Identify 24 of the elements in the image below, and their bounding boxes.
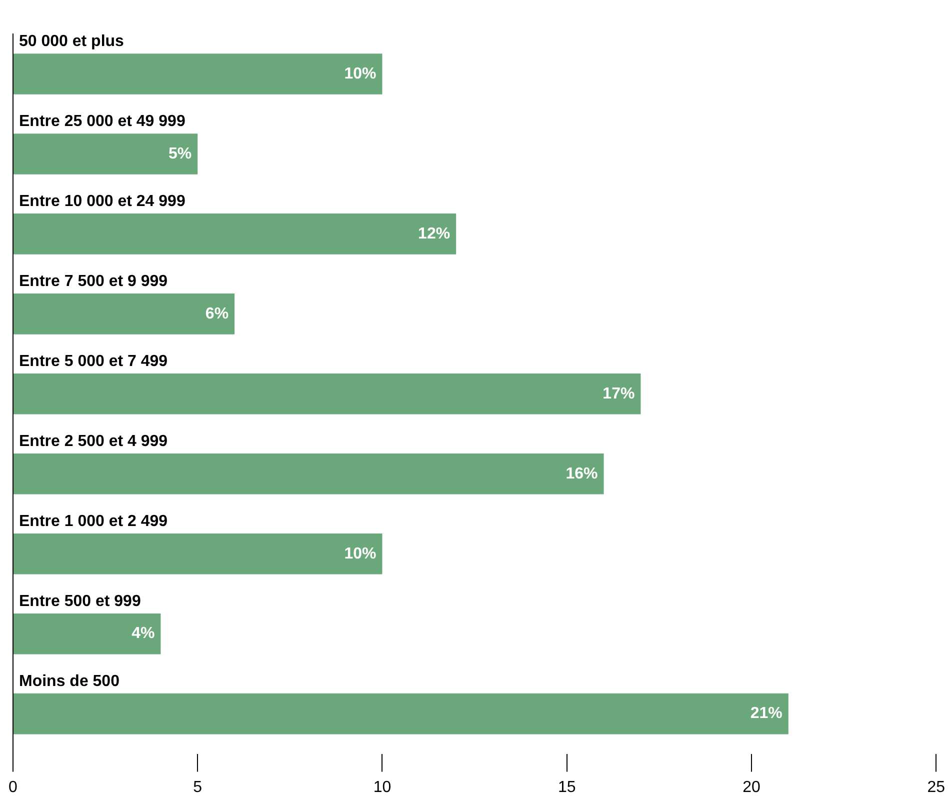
data-label: 10% — [344, 65, 376, 82]
x-tick-label: 15 — [558, 778, 576, 796]
y-tick-label: 50 000 et plus — [19, 33, 124, 50]
x-tick-label: 20 — [742, 778, 760, 796]
y-tick-label: Entre 10 000 et 24 999 — [19, 192, 186, 210]
data-label: 4% — [132, 625, 155, 642]
x-tick-label: 5 — [193, 778, 202, 796]
data-label: 12% — [418, 225, 450, 242]
data-label: 21% — [750, 705, 782, 722]
y-tick-label: Entre 500 et 999 — [19, 592, 141, 610]
x-tick-label: 25 — [927, 778, 946, 796]
data-label: 5% — [168, 145, 192, 162]
x-tick-label: 0 — [8, 778, 18, 796]
y-tick-label: Moins de 500 — [19, 672, 120, 690]
y-tick-label: Entre 1 000 et 2 499 — [19, 512, 168, 530]
data-label: 10% — [344, 545, 376, 562]
y-tick-label: Entre 5 000 et 7 499 — [19, 352, 168, 370]
y-tick-label: Entre 7 500 et 9 999 — [19, 272, 168, 290]
x-tick-label: 10 — [373, 778, 392, 796]
data-label: 6% — [205, 305, 229, 322]
y-tick-label: Entre 25 000 et 49 999 — [19, 112, 186, 130]
y-tick-label: Entre 2 500 et 4 999 — [19, 432, 168, 450]
data-label: 16% — [566, 465, 598, 482]
data-label: 17% — [602, 385, 635, 402]
